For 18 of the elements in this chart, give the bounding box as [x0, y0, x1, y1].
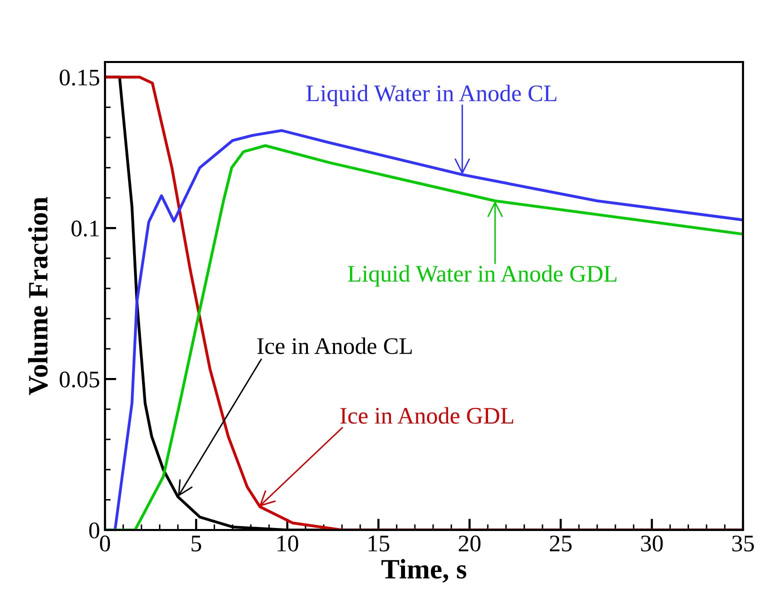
x-tick-label: 30	[641, 536, 663, 552]
y-axis-title: Volume Fraction	[28, 197, 48, 396]
x-tick-label: 25	[550, 536, 572, 552]
x-tick-label: 15	[368, 536, 390, 552]
x-axis-title: Time, s	[381, 559, 466, 583]
annotation: Liquid Water in Anode CL	[306, 84, 556, 106]
y-tick-label: 0.15	[60, 70, 100, 86]
annotation: Ice in Anode CL	[257, 337, 412, 354]
annotation: Liquid Water in Anode GDL	[348, 265, 616, 287]
x-tick-label: 0	[100, 536, 110, 552]
x-tick-label: 10	[278, 536, 298, 552]
x-tick-label: 20	[458, 536, 480, 552]
x-tick-label: 5	[192, 536, 202, 552]
y-tick-label: 0.05	[60, 372, 100, 388]
x-tick-label: 35	[732, 536, 754, 552]
y-tick-label: 0.1	[72, 220, 99, 237]
annotation: Ice in Anode GDL	[340, 407, 514, 424]
y-tick-label: 0	[89, 522, 100, 538]
